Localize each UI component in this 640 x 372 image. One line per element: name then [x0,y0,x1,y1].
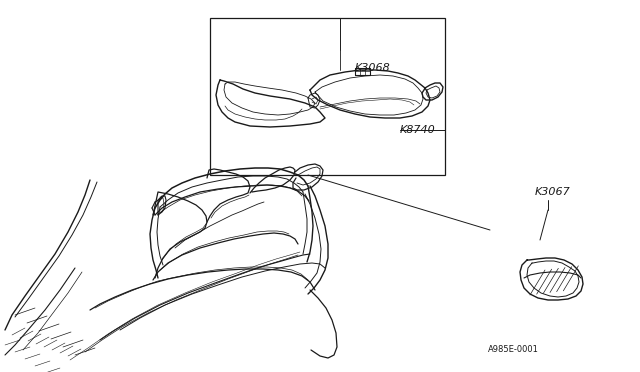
Text: K3068: K3068 [355,63,391,73]
Text: K3067: K3067 [535,187,571,197]
Bar [210,18,445,175]
Text: K8740: K8740 [400,125,436,135]
Text: A985E-0001: A985E-0001 [488,346,539,355]
